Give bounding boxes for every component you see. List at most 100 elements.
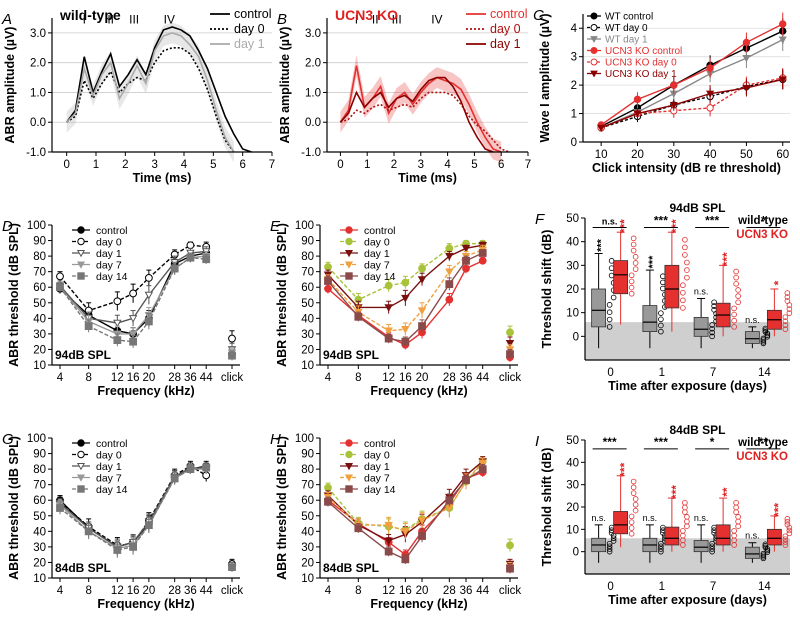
data-point	[354, 524, 363, 533]
x-tick-label: 50	[740, 149, 753, 161]
x-tick-label: 20	[416, 372, 429, 384]
y-tick-label: 30	[301, 542, 314, 554]
y-tick-label: 90	[301, 449, 314, 461]
individual-point	[632, 260, 639, 266]
individual-point	[709, 329, 715, 336]
y-axis-label: ABR threshold (dB SPL)	[275, 223, 289, 367]
legend-marker	[77, 485, 85, 493]
y-tick-label: 20	[33, 344, 46, 356]
individual-point	[682, 499, 688, 506]
legend-label: UCN3 KO	[736, 229, 788, 241]
x-axis-label: Time (ms)	[398, 171, 457, 185]
ko-significance: ***	[669, 219, 683, 233]
legend-marker	[344, 462, 354, 471]
x-tick-label: 12	[111, 372, 124, 384]
individual-point	[782, 533, 789, 540]
x-axis-label: Time after exposure (days)	[608, 593, 767, 607]
data-point	[778, 36, 787, 44]
data-point	[129, 542, 137, 551]
box	[613, 511, 629, 535]
individual-point	[760, 335, 767, 342]
data-point	[505, 340, 515, 348]
individual-point	[711, 299, 717, 306]
y-tick-label: 20	[301, 557, 314, 569]
y-tick-label: 20	[566, 284, 579, 296]
legend-marker	[76, 474, 86, 482]
individual-point	[786, 306, 793, 312]
y-tick-label: 40	[566, 457, 579, 469]
individual-point	[630, 490, 637, 496]
individual-point	[682, 236, 688, 243]
y-tick-label: 0.0	[30, 117, 46, 129]
individual-point	[786, 310, 793, 316]
legend-label: wild-type	[737, 437, 788, 449]
ko-significance: **	[720, 487, 734, 497]
data-point	[202, 463, 211, 472]
box	[693, 316, 709, 337]
individual-point	[735, 523, 741, 530]
spl-annotation: 94dB SPL	[55, 348, 111, 362]
legend-label: day 14	[96, 484, 128, 496]
panel-label: D	[2, 218, 13, 235]
individual-point	[630, 484, 637, 491]
peak-label: I	[355, 12, 358, 26]
data-point	[401, 294, 410, 303]
legend-marker	[77, 439, 85, 447]
individual-point	[658, 310, 664, 316]
data-point	[633, 95, 642, 104]
data-point	[742, 55, 751, 63]
x-tick-label: 44	[476, 372, 489, 384]
data-point	[418, 322, 426, 331]
individual-point	[764, 547, 771, 554]
y-tick-label: 30	[33, 542, 46, 554]
series-line	[327, 468, 484, 561]
data-point	[186, 465, 195, 474]
panel-label: F	[535, 211, 545, 228]
pair-significance: ***	[603, 435, 617, 449]
data-point	[144, 317, 153, 326]
x-tick-label: 8	[85, 372, 91, 384]
x-tick-label: 20	[142, 372, 155, 384]
individual-point	[709, 333, 715, 340]
x-tick-label: 1	[659, 367, 665, 379]
data-point	[706, 64, 714, 72]
individual-point	[735, 299, 741, 306]
individual-point	[606, 302, 613, 308]
y-axis-label: Threshold shift (dB)	[540, 230, 554, 349]
individual-point	[684, 514, 690, 520]
data-point	[417, 517, 427, 525]
legend-label: day 1	[96, 248, 122, 260]
individual-point	[786, 302, 793, 308]
peak-label: II	[372, 12, 379, 26]
individual-point	[782, 322, 789, 329]
x-tick-label: 3	[418, 159, 424, 171]
y-tick-label: 2	[571, 80, 577, 92]
box	[642, 305, 658, 333]
legend-label: day 1	[364, 461, 390, 473]
box	[613, 260, 629, 295]
legend-label: day 1	[234, 37, 265, 51]
data-point	[228, 563, 236, 572]
y-tick-label: 50	[301, 511, 314, 523]
panel-label: A	[1, 11, 12, 28]
individual-point	[782, 314, 789, 320]
individual-point	[610, 538, 617, 544]
x-tick-label: 7	[269, 159, 275, 171]
individual-point	[760, 550, 767, 557]
x-tick-label: click	[221, 372, 244, 384]
legend-label: control	[96, 438, 128, 450]
individual-point	[658, 543, 664, 550]
y-tick-label: 90	[301, 236, 314, 248]
data-point	[506, 350, 514, 359]
x-axis-label: Click intensity (dB re threshold)	[592, 161, 781, 175]
individual-point	[684, 518, 690, 525]
spl-annotation: 94dB SPL	[323, 348, 379, 362]
individual-point	[764, 330, 771, 337]
individual-point	[684, 259, 690, 266]
legend-marker	[590, 47, 598, 54]
legend-label: day 7	[364, 473, 390, 485]
pair-significance: *	[710, 435, 715, 449]
y-tick-label: 0	[573, 547, 579, 559]
box	[744, 331, 760, 344]
data-point	[506, 541, 514, 550]
